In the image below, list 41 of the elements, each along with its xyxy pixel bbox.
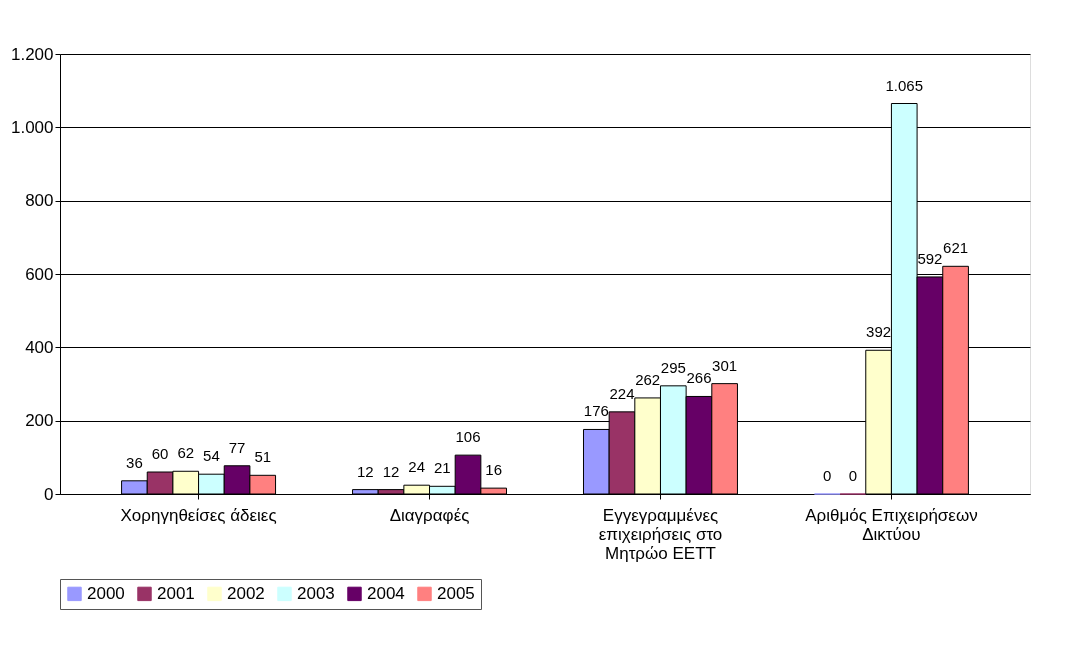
x-tick-label: Εγγεγραμμένες επιχειρήσεις στο Μητρώο ΕΕΤΤ: [598, 505, 723, 563]
data-label: 295: [660, 358, 686, 376]
legend-label: 2002: [227, 583, 265, 603]
data-label: 12: [382, 462, 400, 480]
data-label: 106: [455, 428, 481, 446]
data-label: 262: [635, 370, 661, 388]
data-label: 77: [228, 438, 246, 456]
y-tick-label: 800: [25, 191, 54, 211]
legend-label: 2000: [87, 583, 125, 603]
data-label: 16: [485, 461, 503, 479]
y-tick-label: 1.000: [10, 117, 54, 137]
data-label: 36: [126, 453, 143, 471]
data-label: 0: [848, 467, 858, 484]
data-label: 21: [434, 459, 451, 477]
legend-label: 2004: [367, 583, 405, 603]
data-label: 224: [609, 384, 635, 402]
data-label: 392: [866, 323, 892, 341]
y-tick-label: 400: [25, 337, 54, 357]
data-label: 176: [583, 402, 609, 420]
y-tick-label: 0: [44, 484, 54, 504]
legend-label: 2005: [437, 583, 475, 603]
data-label: 60: [151, 445, 169, 462]
x-tick-label: Χορηγηθείσες άδειες: [120, 505, 277, 525]
legend-label: 2001: [157, 583, 195, 603]
y-tick-label: 1.200: [10, 44, 54, 64]
x-tick-label: Διαγραφές: [389, 505, 470, 525]
data-label: 62: [177, 444, 195, 462]
y-tick-label: 200: [25, 411, 54, 431]
data-label: 51: [254, 448, 272, 466]
data-label: 54: [203, 447, 220, 465]
data-label: 1.065: [885, 76, 924, 94]
y-tick-label: 600: [25, 264, 54, 284]
x-tick-label: Αριθμός Επιχειρήσεων Δικτύου: [805, 505, 978, 544]
data-label: 301: [712, 356, 738, 374]
data-label: 592: [917, 249, 943, 267]
data-label: 0: [823, 467, 832, 484]
legend-label: 2003: [297, 583, 335, 603]
data-label: 621: [943, 239, 969, 257]
data-label: 12: [357, 462, 374, 480]
data-label: 266: [686, 369, 712, 387]
data-label: 24: [408, 458, 426, 476]
